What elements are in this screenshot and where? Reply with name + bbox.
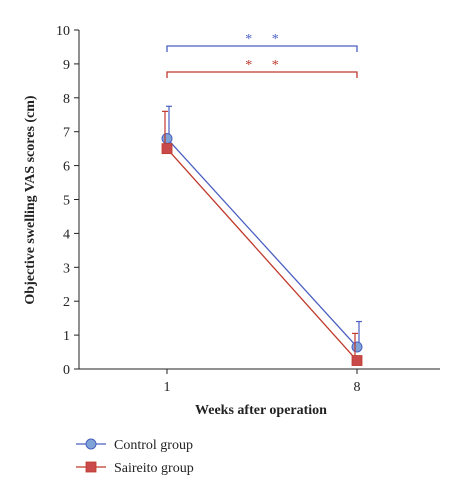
y-tick-label: 10 <box>56 24 70 39</box>
y-tick-label: 2 <box>63 295 70 310</box>
y-tick-label: 5 <box>63 194 70 209</box>
significance-label: * * <box>245 58 287 73</box>
legend-label: Saireito group <box>114 461 194 476</box>
series-line <box>166 148 358 361</box>
y-tick-label: 0 <box>63 363 70 378</box>
y-tick-label: 4 <box>63 227 70 242</box>
data-point <box>351 341 363 353</box>
legend-label: Control group <box>114 438 193 453</box>
y-tick-label: 8 <box>63 92 70 107</box>
x-axis-title: Weeks after operation <box>195 403 327 418</box>
y-tick-label: 9 <box>63 58 70 73</box>
y-axis-title: Objective swelling VAS scores (cm) <box>23 95 38 305</box>
data-point <box>161 132 173 144</box>
x-tick-label: 1 <box>164 380 171 395</box>
data-point <box>161 143 173 155</box>
series-line <box>166 138 358 348</box>
significance-bracket <box>166 71 358 78</box>
significance-bracket <box>166 45 358 52</box>
legend-marker <box>85 461 97 473</box>
y-tick-label: 6 <box>63 160 70 175</box>
legend-marker <box>85 438 97 450</box>
y-tick-label: 3 <box>63 261 70 276</box>
y-tick-label: 1 <box>63 329 70 344</box>
x-tick-label: 8 <box>354 380 361 395</box>
significance-label: * * <box>245 32 287 47</box>
y-tick-label: 7 <box>63 126 70 141</box>
data-point <box>351 355 363 366</box>
